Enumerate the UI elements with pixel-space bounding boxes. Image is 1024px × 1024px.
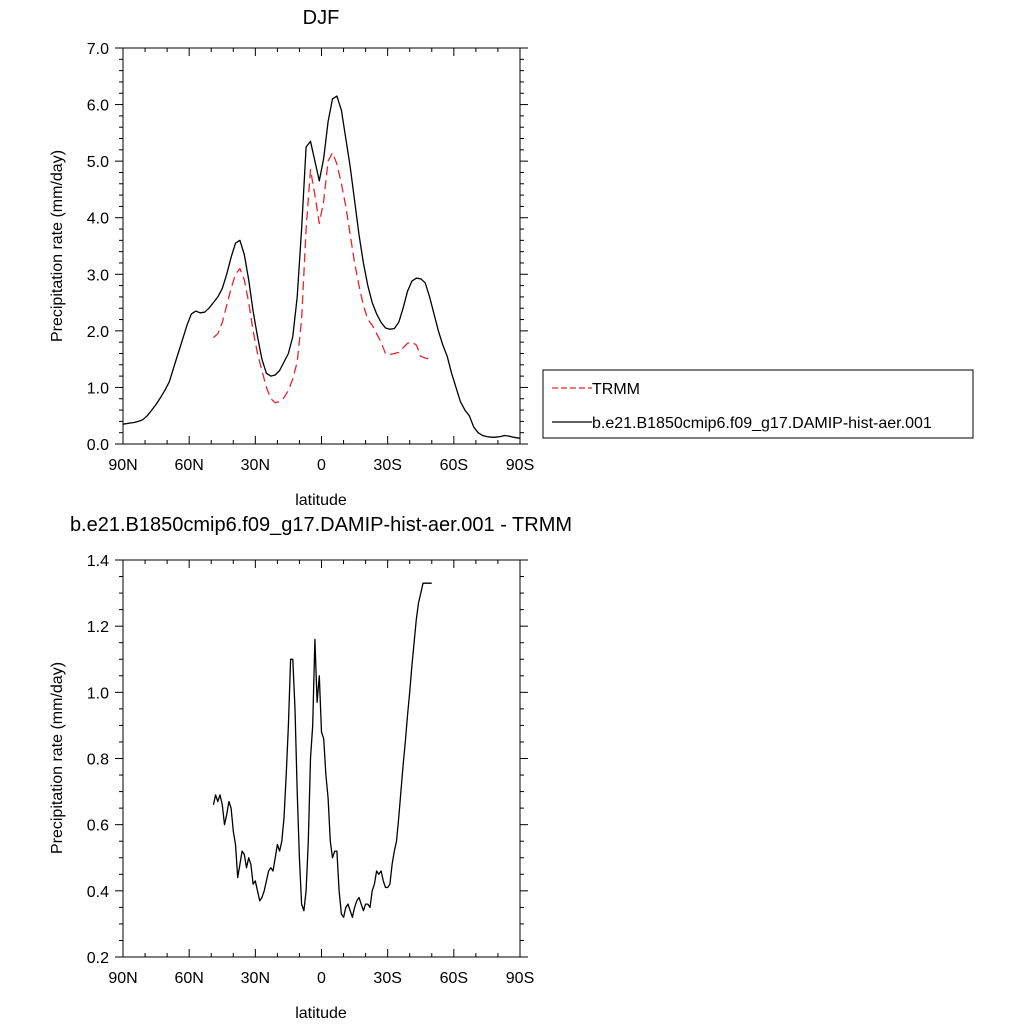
top-y-tick-label: 6.0 — [87, 98, 109, 115]
bottom-plot-frame — [122, 559, 521, 958]
bottom-x-tick-label: 0 — [317, 970, 326, 987]
bottom-series-line-difference — [212, 582, 432, 918]
top-x-tick-label: 30N — [241, 457, 270, 474]
bottom-axis-ticks: 90N 60N 30N 0 30S 60S 90S 0.2 0.4 0.6 0.8 1.0 1.2 1.4 — [87, 553, 534, 987]
top-y-axis-label: Precipitation rate (mm/day) — [49, 150, 66, 342]
bottom-y-tick-label: 0.2 — [87, 950, 109, 967]
top-y-tick-label: 3.0 — [87, 267, 109, 284]
bottom-x-tick-label: 90N — [108, 970, 137, 987]
top-plot-frame — [122, 47, 521, 445]
top-y-tick-label: 1.0 — [87, 380, 109, 397]
bottom-x-tick-label: 60N — [174, 970, 203, 987]
bottom-y-axis-label: Precipitation rate (mm/day) — [49, 662, 66, 854]
bottom-x-tick-label: 30N — [241, 970, 270, 987]
legend-box — [542, 369, 974, 439]
top-x-tick-label: 90S — [506, 457, 534, 474]
top-axis-ticks: 90N 60N 30N 0 30S 60S 90S 0.0 1.0 2.0 3.0 4.0 5.0 6.0… — [87, 41, 534, 474]
bottom-x-axis-label: latitude — [295, 1005, 347, 1022]
top-panel: DJF 90N 60N 30N 0 30S 60S 90S 0.0 1.0 2.0 3.0 4.0 5.… — [49, 7, 974, 509]
bottom-chart-title: b.e21.B1850cmip6.f09_g17.DAMIP-hist-aer.… — [70, 514, 572, 536]
top-y-tick-label: 5.0 — [87, 154, 109, 171]
top-x-tick-label: 60N — [174, 457, 203, 474]
bottom-panel: b.e21.B1850cmip6.f09_g17.DAMIP-hist-aer.… — [49, 514, 572, 1022]
bottom-series-group — [212, 582, 432, 918]
top-series-line-b-e21-b1850cmip6-f09-g17-damip-hist-aer-001 — [122, 95, 521, 439]
bottom-y-tick-label: 1.2 — [87, 619, 109, 636]
top-x-tick-label: 30S — [373, 457, 401, 474]
top-series-group — [122, 95, 521, 439]
bottom-y-tick-label: 1.4 — [87, 553, 109, 570]
top-x-axis-label: latitude — [295, 492, 347, 509]
bottom-x-tick-label: 60S — [440, 970, 468, 987]
bottom-y-tick-label: 0.6 — [87, 818, 109, 835]
legend-label-trmm: TRMM — [592, 381, 640, 398]
top-series-line-trmm — [212, 152, 430, 404]
bottom-y-tick-label: 0.4 — [87, 884, 109, 901]
top-y-tick-label: 7.0 — [87, 41, 109, 58]
top-x-tick-label: 0 — [317, 457, 326, 474]
bottom-y-tick-label: 0.8 — [87, 752, 109, 769]
bottom-x-tick-label: 90S — [506, 970, 534, 987]
top-y-tick-label: 4.0 — [87, 211, 109, 228]
top-x-tick-label: 60S — [440, 457, 468, 474]
top-y-tick-label: 2.0 — [87, 324, 109, 341]
legend-label-model: b.e21.B1850cmip6.f09_g17.DAMIP-hist-aer.… — [592, 415, 932, 432]
legend: TRMM b.e21.B1850cmip6.f09_g17.DAMIP-hist… — [542, 369, 974, 439]
bottom-y-tick-label: 1.0 — [87, 685, 109, 702]
bottom-x-tick-label: 30S — [373, 970, 401, 987]
top-y-tick-label: 0.0 — [87, 437, 109, 454]
top-chart-title: DJF — [303, 7, 340, 29]
top-x-tick-label: 90N — [108, 457, 137, 474]
